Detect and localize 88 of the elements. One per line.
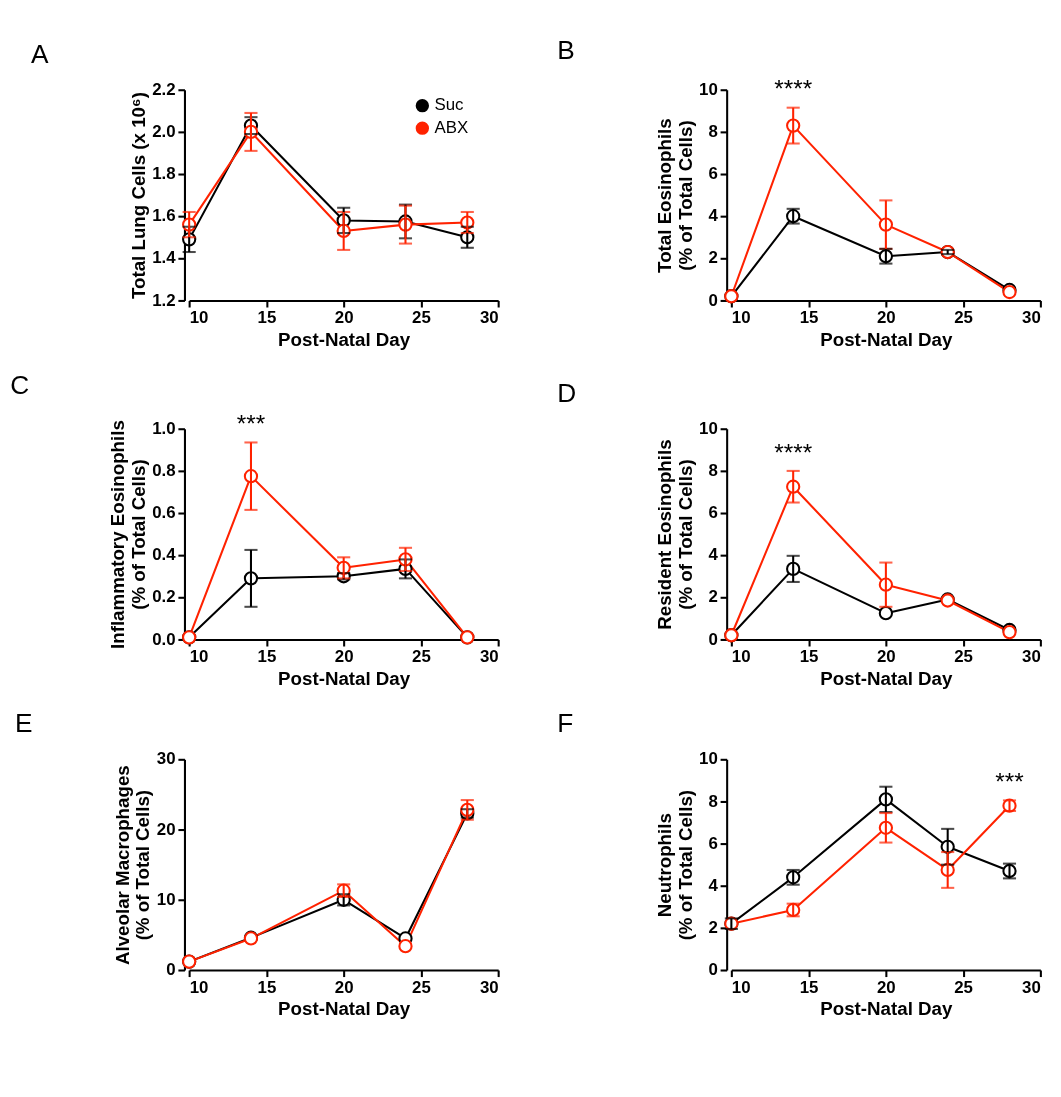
y-axis-title: Resident Eosinophils (% of Total Cells) [653, 439, 696, 630]
x-tick-label: 25 [412, 977, 431, 997]
x-tick-label: 10 [731, 977, 751, 997]
chart-title: F [557, 708, 574, 739]
x-tick-label: 10 [731, 647, 751, 667]
y-axis-title: Alveolar Macrophages (% of Total Cells) [111, 765, 154, 966]
y-tick-label: 30 [156, 749, 176, 769]
x-tick-label: 15 [257, 308, 277, 328]
y-tick-label: 2.0 [152, 122, 176, 142]
y-tick-label: 6 [708, 503, 718, 523]
annotation: *** [236, 410, 266, 438]
x-axis-title: Post-Natal Day [820, 667, 953, 689]
legend-label: Suc [434, 95, 464, 115]
y-tick-label: 10 [699, 79, 718, 99]
y-tick-label: 1.6 [152, 206, 176, 226]
y-axis-title: Total Eosinophils (% of Total Cells) [653, 118, 696, 273]
y-axis-title: Neutrophils (% of Total Cells) [653, 789, 696, 941]
y-tick-label: 0 [708, 629, 718, 649]
y-tick-label: 0.8 [152, 461, 176, 481]
chart-title: A [30, 38, 49, 69]
x-tick-label: 30 [1022, 308, 1041, 328]
x-tick-label: 20 [876, 308, 896, 328]
y-tick-label: 1.2 [152, 290, 176, 310]
chart-title: B [557, 34, 575, 65]
y-tick-label: 1.0 [152, 418, 176, 438]
x-tick-label: 10 [731, 308, 751, 328]
x-tick-label: 10 [189, 308, 209, 328]
x-axis-title: Post-Natal Day [820, 328, 953, 350]
y-tick-label: 4 [708, 875, 719, 895]
y-tick-label: 20 [156, 819, 176, 839]
chart-title: D [557, 377, 577, 408]
x-tick-label: 30 [479, 308, 499, 328]
x-tick-label: 20 [876, 647, 896, 667]
y-tick-label: 1.4 [152, 248, 177, 268]
x-tick-label: 15 [799, 977, 819, 997]
y-tick-label: 8 [708, 791, 718, 811]
annotation: *** [995, 768, 1025, 796]
y-tick-label: 0 [166, 960, 176, 980]
x-tick-label: 25 [412, 308, 431, 328]
y-tick-label: 8 [708, 122, 718, 142]
chart-title: E [14, 708, 33, 739]
y-tick-label: 10 [156, 889, 176, 909]
y-tick-label: 0.0 [152, 629, 176, 649]
y-tick-label: 2 [708, 587, 718, 607]
x-tick-label: 30 [479, 647, 499, 667]
x-tick-label: 25 [954, 977, 973, 997]
x-axis-title: Post-Natal Day [278, 998, 411, 1020]
legend-label: ABX [434, 117, 469, 137]
x-tick-label: 25 [412, 647, 431, 667]
y-tick-label: 0 [708, 960, 718, 980]
y-tick-label: 2 [708, 918, 718, 938]
x-tick-label: 15 [257, 647, 277, 667]
y-tick-label: 6 [708, 833, 718, 853]
annotation: **** [774, 438, 813, 466]
x-tick-label: 25 [954, 647, 973, 667]
y-tick-label: 2 [708, 248, 718, 268]
y-tick-label: 0 [708, 290, 718, 310]
x-tick-label: 20 [334, 647, 354, 667]
y-tick-label: 4 [708, 545, 719, 565]
y-tick-label: 10 [699, 749, 718, 769]
x-tick-label: 15 [257, 977, 277, 997]
x-tick-label: 10 [189, 647, 209, 667]
x-tick-label: 15 [799, 308, 819, 328]
x-axis-title: Post-Natal Day [278, 328, 411, 350]
x-tick-label: 30 [1022, 647, 1041, 667]
y-tick-label: 8 [708, 461, 718, 481]
x-tick-label: 20 [334, 977, 354, 997]
x-tick-label: 20 [876, 977, 896, 997]
x-axis-title: Post-Natal Day [820, 998, 953, 1020]
y-tick-label: 1.8 [152, 164, 176, 184]
y-tick-label: 0.2 [152, 587, 176, 607]
y-axis-title: Inflammatory Eosinophils (% of Total Cells) [107, 420, 149, 649]
y-tick-label: 0.6 [152, 503, 176, 523]
x-tick-label: 20 [334, 308, 354, 328]
x-tick-label: 15 [799, 647, 819, 667]
x-tick-label: 30 [479, 977, 499, 997]
y-axis-title: Total Lung Cells (x 10⁶) [127, 92, 149, 300]
x-tick-label: 10 [189, 977, 209, 997]
y-tick-label: 0.4 [152, 545, 177, 565]
x-axis-title: Post-Natal Day [278, 667, 411, 689]
y-tick-label: 6 [708, 164, 718, 184]
y-tick-label: 10 [699, 418, 718, 438]
y-tick-label: 4 [708, 206, 719, 226]
chart-title: C [10, 369, 30, 400]
x-tick-label: 25 [954, 308, 973, 328]
annotation: **** [774, 75, 813, 103]
y-tick-label: 2.2 [152, 79, 176, 99]
x-tick-label: 30 [1022, 977, 1041, 997]
